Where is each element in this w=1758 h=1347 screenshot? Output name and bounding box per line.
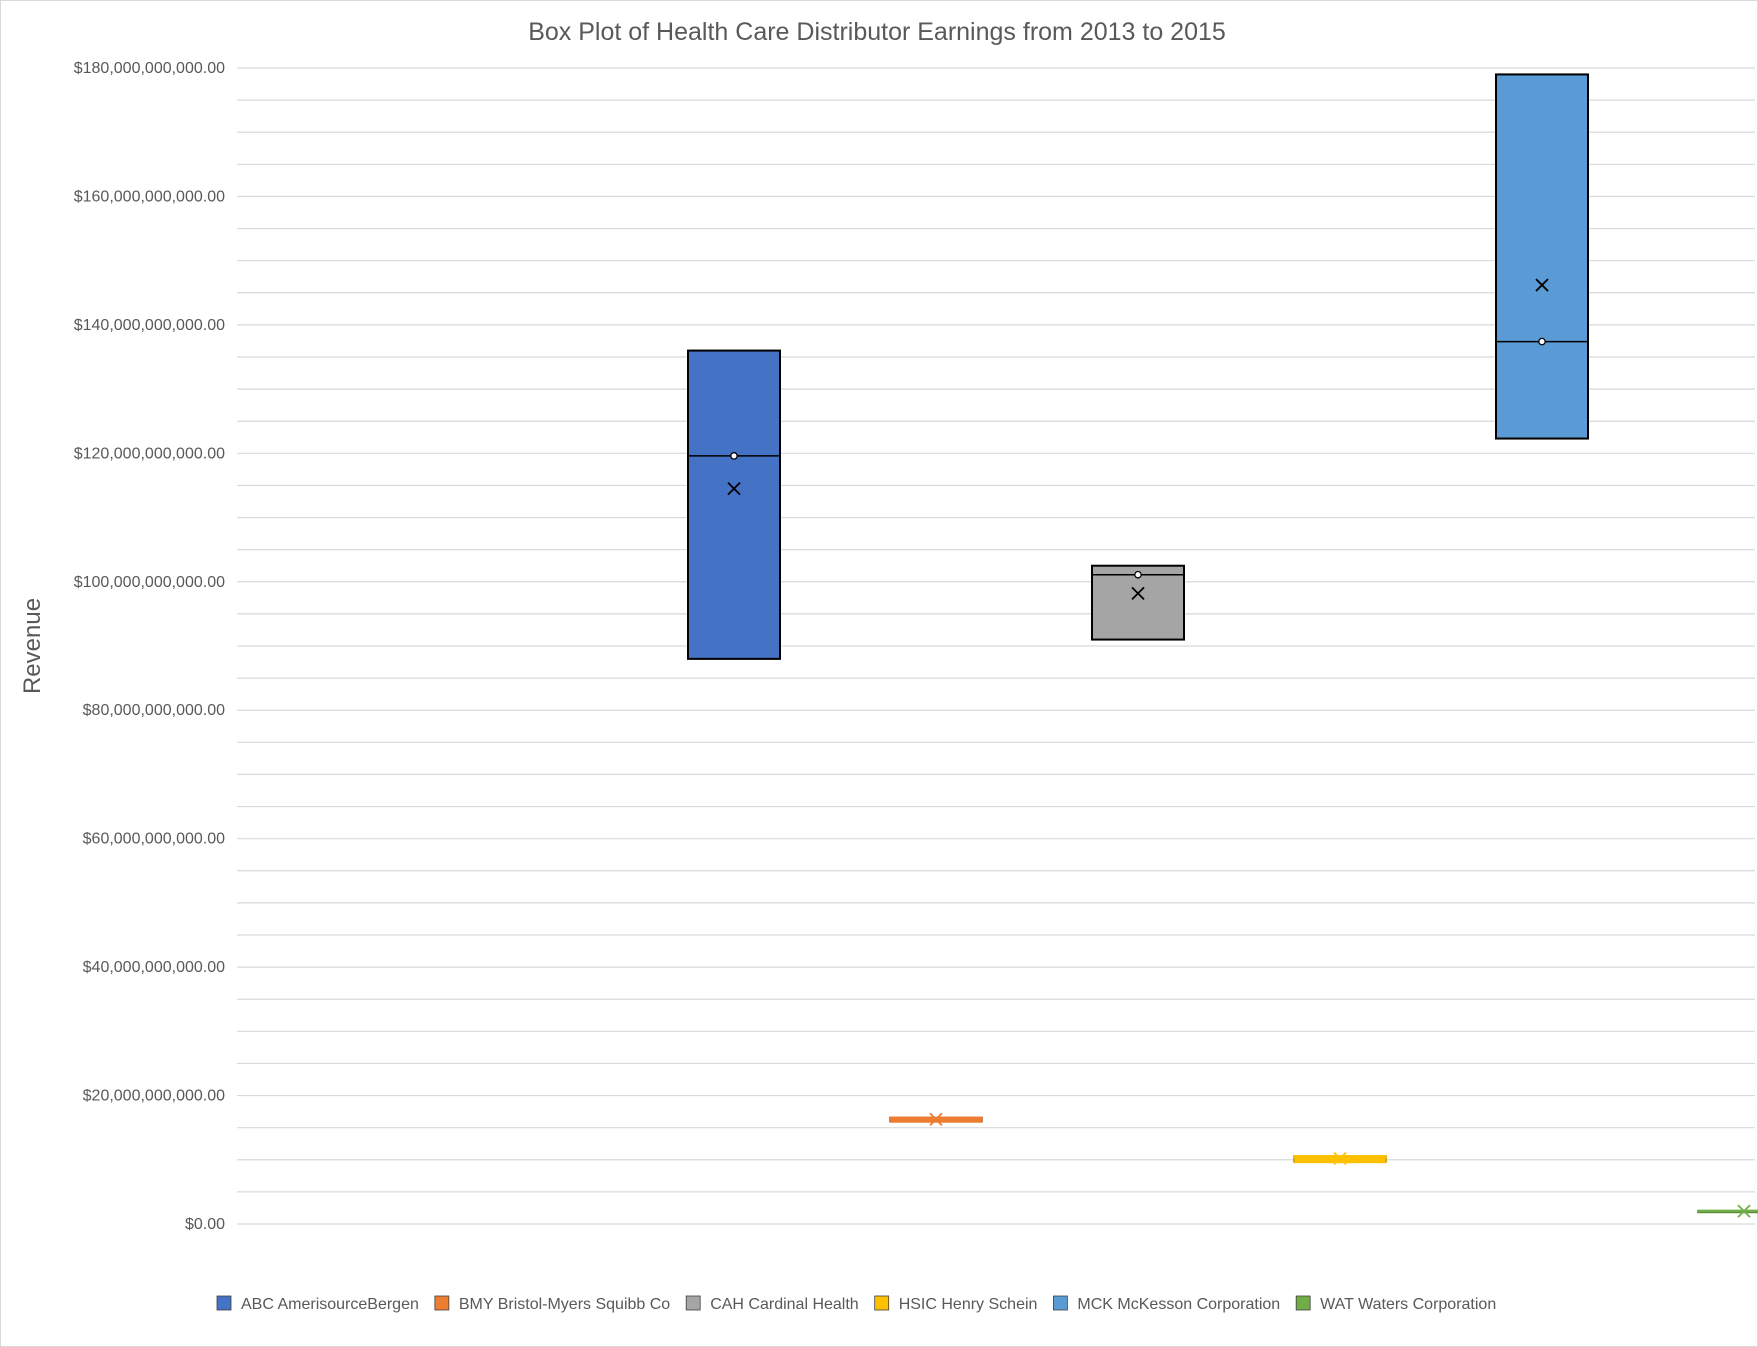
box-rect	[687, 349, 781, 660]
legend-item: BMY Bristol-Myers Squibb Co	[434, 1295, 670, 1313]
legend-label: WAT Waters Corporation	[1320, 1296, 1496, 1313]
box-3	[1091, 564, 1185, 641]
mean-marker	[1535, 278, 1549, 292]
box-6	[1697, 1204, 1758, 1218]
median-marker	[1538, 337, 1546, 346]
box-rect	[1495, 73, 1589, 440]
legend-item: ABC AmerisourceBergen	[216, 1295, 419, 1313]
legend: ABC AmerisourceBergen BMY Bristol-Myers S…	[216, 1295, 1496, 1313]
y-tick-label: $40,000,000,000.00	[83, 959, 225, 976]
y-tick-label: $0.00	[185, 1216, 225, 1233]
mean-marker	[1737, 1204, 1751, 1218]
box-4	[1293, 1151, 1387, 1166]
legend-swatch	[685, 1295, 701, 1311]
legend-swatch	[874, 1295, 890, 1311]
y-tick-label: $160,000,000,000.00	[74, 188, 225, 205]
box-1	[687, 349, 781, 660]
y-tick-label: $140,000,000,000.00	[74, 317, 225, 334]
legend-label: CAH Cardinal Health	[710, 1296, 859, 1313]
legend-swatch	[1053, 1295, 1068, 1311]
legend-label: ABC AmerisourceBergen	[241, 1296, 419, 1313]
y-tick-label: $60,000,000,000.00	[83, 831, 225, 848]
median-marker	[730, 452, 738, 460]
median-marker	[1134, 570, 1142, 579]
y-axis-label: Revenue	[19, 598, 46, 694]
legend-swatch	[1295, 1295, 1311, 1311]
box-series	[687, 73, 1758, 1218]
legend-item: WAT Waters Corporation	[1295, 1295, 1496, 1313]
y-tick-label: $100,000,000,000.00	[74, 574, 225, 591]
box-2	[889, 1112, 983, 1126]
mean-marker	[1131, 586, 1145, 600]
gridlines	[237, 67, 1755, 1225]
y-tick-label: $80,000,000,000.00	[83, 702, 225, 719]
y-tick-label: $180,000,000,000.00	[74, 60, 225, 77]
legend-item: MCK McKesson Corporation	[1053, 1295, 1280, 1313]
legend-label: MCK McKesson Corporation	[1077, 1296, 1280, 1313]
legend-item: HSIC Henry Schein	[874, 1295, 1038, 1313]
legend-swatch	[216, 1295, 232, 1311]
y-tick-label: $20,000,000,000.00	[83, 1088, 225, 1105]
legend-item: CAH Cardinal Health	[685, 1295, 859, 1313]
box-5	[1495, 73, 1589, 440]
mean-marker	[929, 1112, 943, 1126]
y-axis-ticks: $0.00 $20,000,000,000.00 $40,000,000,000.0…	[74, 60, 225, 1233]
legend-label: HSIC Henry Schein	[899, 1296, 1038, 1313]
y-tick-label: $120,000,000,000.00	[74, 445, 225, 462]
legend-label: BMY Bristol-Myers Squibb Co	[459, 1296, 670, 1313]
mean-marker	[727, 482, 741, 496]
mean-marker	[1333, 1151, 1347, 1166]
legend-swatch	[434, 1295, 450, 1311]
chart-title: Box Plot of Health Care Distributor Earn…	[528, 18, 1226, 46]
